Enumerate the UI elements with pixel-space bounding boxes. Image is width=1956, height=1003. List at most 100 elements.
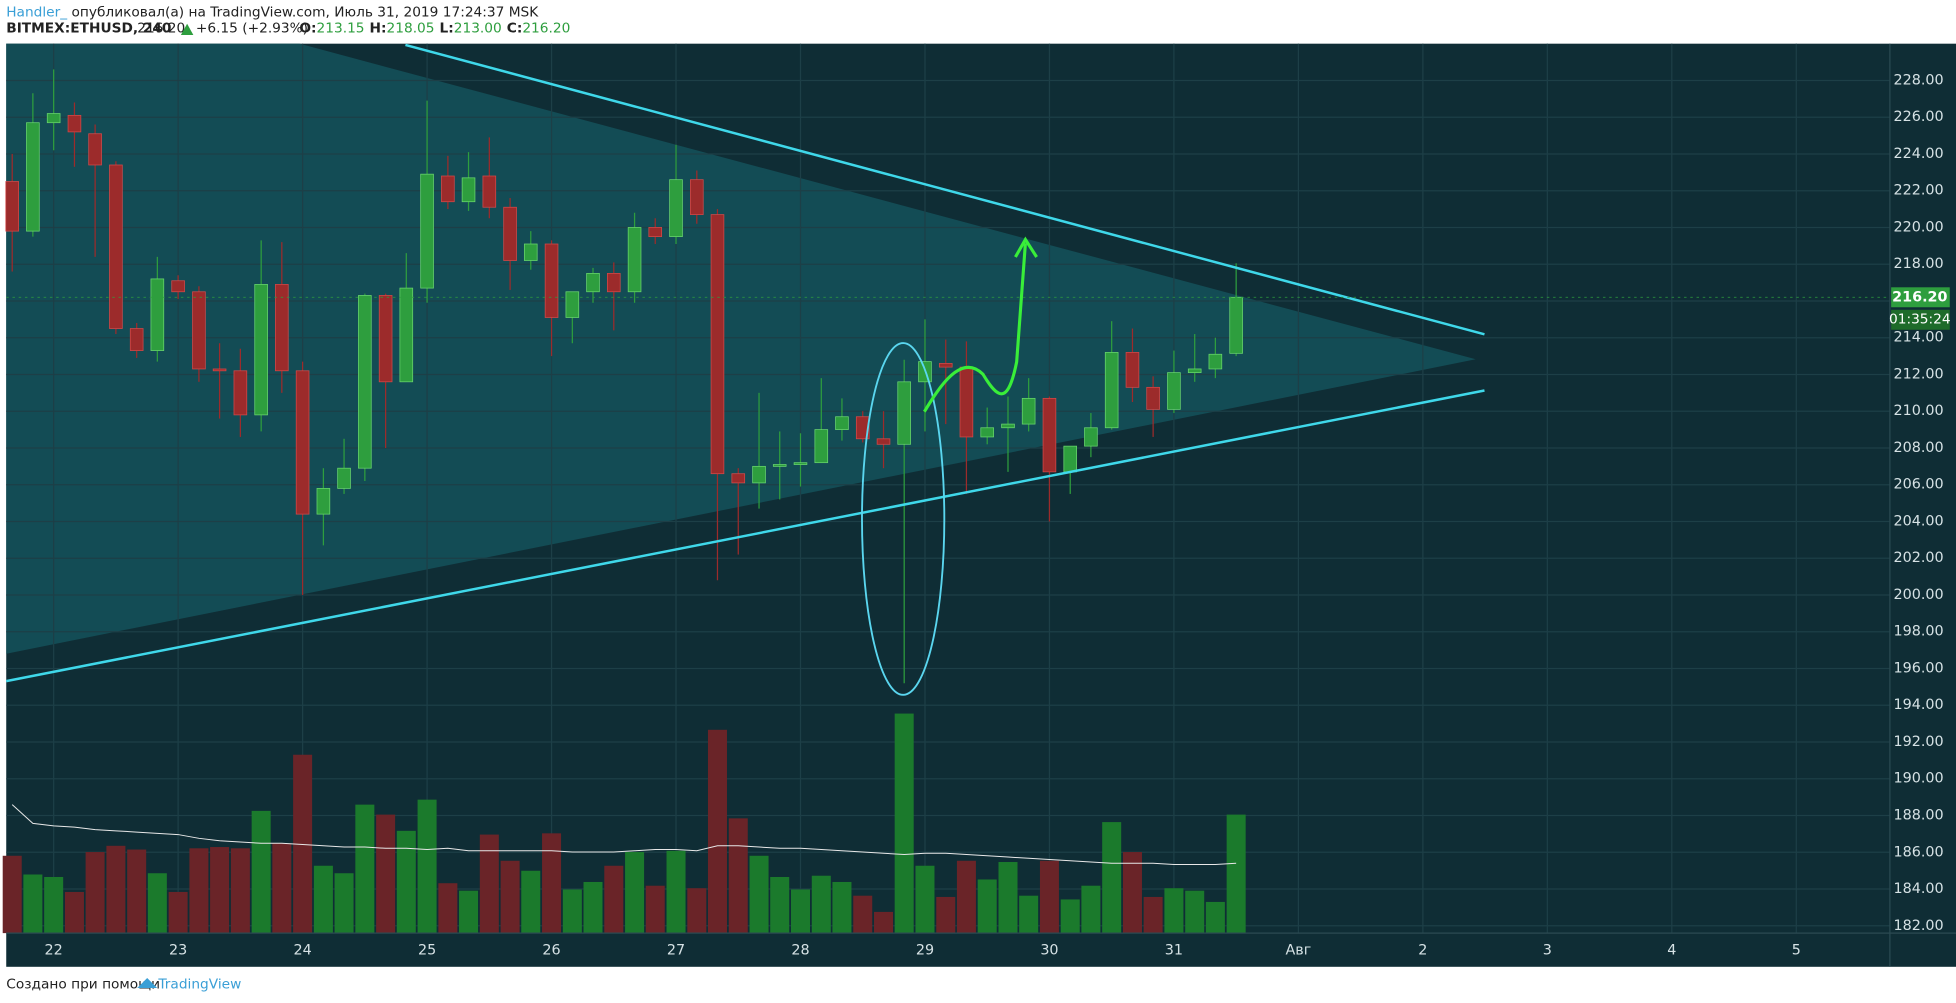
header-line: Handler_ опубликовал(а) на TradingView.c… [6,5,539,21]
candle-body [192,291,206,370]
volume-bar [1143,896,1163,934]
candle-body [938,363,953,368]
candle-body [731,473,746,484]
volume-bar [1185,890,1205,934]
c-label: C: [507,21,523,37]
candle-body [1063,445,1078,473]
o-label: O: [299,21,316,37]
volume-bar [106,845,126,934]
volume-bar [1226,814,1246,934]
candle-body [482,175,497,208]
tv-logo [137,978,158,989]
candle-body [1042,397,1057,473]
y-tick-label: 196.00 [1894,660,1944,676]
candle-body [1167,372,1181,410]
y-tick-label: 186.00 [1894,844,1944,860]
arrow-head [1014,236,1038,258]
volume-bar [1060,899,1080,934]
candle-body [171,280,185,293]
volume-bar [417,799,437,934]
volume-bar [687,888,707,934]
candle-body [544,243,559,318]
candle-body [1208,353,1223,370]
upper-trendline [405,43,1485,336]
volume-bar [521,870,541,934]
countdown: 01:35:24 [1889,312,1951,328]
x-tick-label: 2 [1418,943,1427,959]
candle-body [295,370,310,515]
h-value: 218.05 [387,21,435,37]
candle-body [627,227,642,293]
volume-bar [770,876,790,934]
y-tick-label: 218.00 [1894,256,1944,272]
volume-pane [2,713,1246,934]
volume-bar [1122,852,1142,934]
volume-bar [874,911,894,934]
volume-ma-line [11,804,1237,866]
x-tick-label: 28 [791,943,809,959]
candle-body [399,287,414,383]
candle-body [358,295,372,469]
candle-body [461,177,476,203]
candle-body [46,113,61,124]
candle-body [5,181,19,232]
candle-body [129,328,144,351]
l-value: 213.00 [454,21,502,37]
volume-bar [645,885,665,934]
volume-bar [500,860,520,934]
l-label: L: [440,21,454,37]
volume-bar [1019,895,1039,934]
volume-bar [334,873,354,934]
volume-bar [998,862,1018,934]
x-tick-label: 22 [45,943,63,959]
footer-text: Создано при помощи [6,976,160,992]
volume-bar [625,852,645,934]
candle-body [150,278,165,351]
volume-bar [832,881,852,934]
axes: 182.00 184.00 186.00 188.00 190.00 192.00 194.… [6,72,1951,959]
candle-body [1146,386,1160,410]
candle-body [420,173,434,289]
volume-bar [1039,860,1059,934]
candle-body [67,114,82,133]
candle-body [980,427,994,438]
volume-bar [562,889,582,934]
volume-bar [438,883,458,934]
candle-body [959,366,974,438]
x-tick-label: 30 [1040,943,1058,959]
candle-body [690,179,704,215]
y-tick-label: 204.00 [1894,513,1944,529]
candle-body [772,464,787,467]
candle-body [316,488,331,515]
volume-bar [376,814,396,934]
volume-bar [127,849,147,934]
volume-bar [790,889,811,934]
y-tick-label: 220.00 [1894,219,1944,235]
volume-bar [853,895,873,934]
candle-body [607,273,621,293]
author: Handler_ [6,5,67,21]
candle-body [1187,368,1202,374]
volume-bar [147,873,167,934]
volume-bar [811,875,831,934]
volume-bar [1081,885,1101,934]
y-tick-label: 206.00 [1894,477,1944,493]
x-tick-label: 4 [1667,943,1676,959]
c-value: 216.20 [522,21,570,37]
volume-bar [313,865,333,934]
candle-body [710,214,725,475]
last-price-box [1891,287,1950,308]
x-tick-label: 25 [418,943,436,959]
x-tick-label: 31 [1165,943,1183,959]
x-tick-label: 29 [916,943,934,959]
o-value: 213.15 [317,21,365,37]
y-tick-label: 222.00 [1894,183,1944,199]
highlight-ellipse [861,342,946,696]
candle-body [212,368,227,372]
volume-bar [707,729,727,934]
candle-body [1125,352,1140,388]
countdown-box [1891,309,1950,330]
candle-body [855,416,870,440]
volume-bar [168,891,188,934]
